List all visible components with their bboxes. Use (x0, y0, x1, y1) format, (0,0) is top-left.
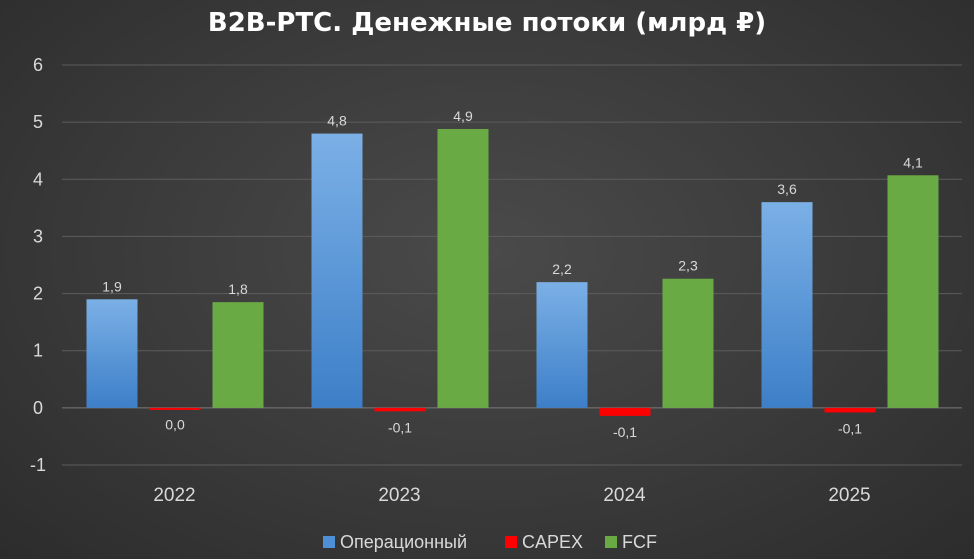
y-axis-ticks: -1 0 1 2 3 4 5 6 (30, 55, 46, 475)
y-tick-label: 3 (33, 226, 43, 246)
data-label: 2,2 (552, 261, 572, 277)
data-label: 1,8 (228, 281, 248, 297)
data-label: 0,0 (165, 416, 185, 432)
data-label: 4,9 (453, 108, 473, 124)
x-category-label: 2025 (828, 485, 870, 506)
bar-1-1 (374, 407, 426, 412)
legend-label: Операционный (340, 532, 467, 552)
bar-1-0 (149, 407, 201, 410)
bar-1-3 (824, 407, 876, 413)
y-tick-label: 1 (33, 341, 43, 361)
y-tick-label: 4 (33, 169, 43, 189)
data-label: 1,9 (102, 278, 122, 294)
legend-swatch (605, 536, 617, 548)
y-tick-label: 6 (33, 55, 43, 75)
bars (86, 129, 939, 416)
y-tick-label: -1 (30, 455, 46, 475)
data-label: 3,6 (777, 181, 797, 197)
bar-2-1 (437, 129, 489, 408)
bar-0-3 (761, 202, 813, 408)
bar-1-2 (599, 407, 651, 416)
x-category-label: 2023 (378, 485, 420, 506)
bar-2-3 (887, 175, 939, 408)
data-label: -0,1 (838, 420, 862, 436)
gridlines (62, 64, 962, 466)
legend: Операционный CAPEX FCF (323, 532, 657, 552)
x-category-label: 2022 (153, 485, 195, 506)
y-tick-label: 2 (33, 284, 43, 304)
legend-swatch (323, 536, 335, 548)
data-label: 4,8 (327, 113, 347, 129)
legend-label: CAPEX (522, 532, 583, 552)
legend-swatch (505, 536, 517, 548)
y-tick-label: 5 (33, 112, 43, 132)
x-category-label: 2024 (603, 485, 646, 506)
data-label: 2,3 (678, 258, 698, 274)
data-label: -0,1 (388, 419, 412, 435)
bar-2-0 (212, 302, 264, 408)
chart-title: B2B-РТС. Денежные потоки (млрд ₽) (207, 8, 767, 38)
bar-0-1 (311, 133, 363, 408)
legend-label: FCF (622, 532, 657, 552)
x-axis-categories: 2022 2023 2024 2025 (153, 485, 870, 506)
y-tick-label: 0 (33, 398, 43, 418)
bar-0-2 (536, 282, 588, 408)
bar-2-2 (662, 278, 714, 408)
data-label: 4,1 (903, 154, 923, 170)
bar-0-0 (86, 299, 138, 408)
data-label: -0,1 (613, 424, 637, 440)
data-labels: 1,9 0,0 1,8 4,8 -0,1 4,9 2,2 -0,1 2,3 3,6 -0,1 4,1 (102, 108, 923, 440)
